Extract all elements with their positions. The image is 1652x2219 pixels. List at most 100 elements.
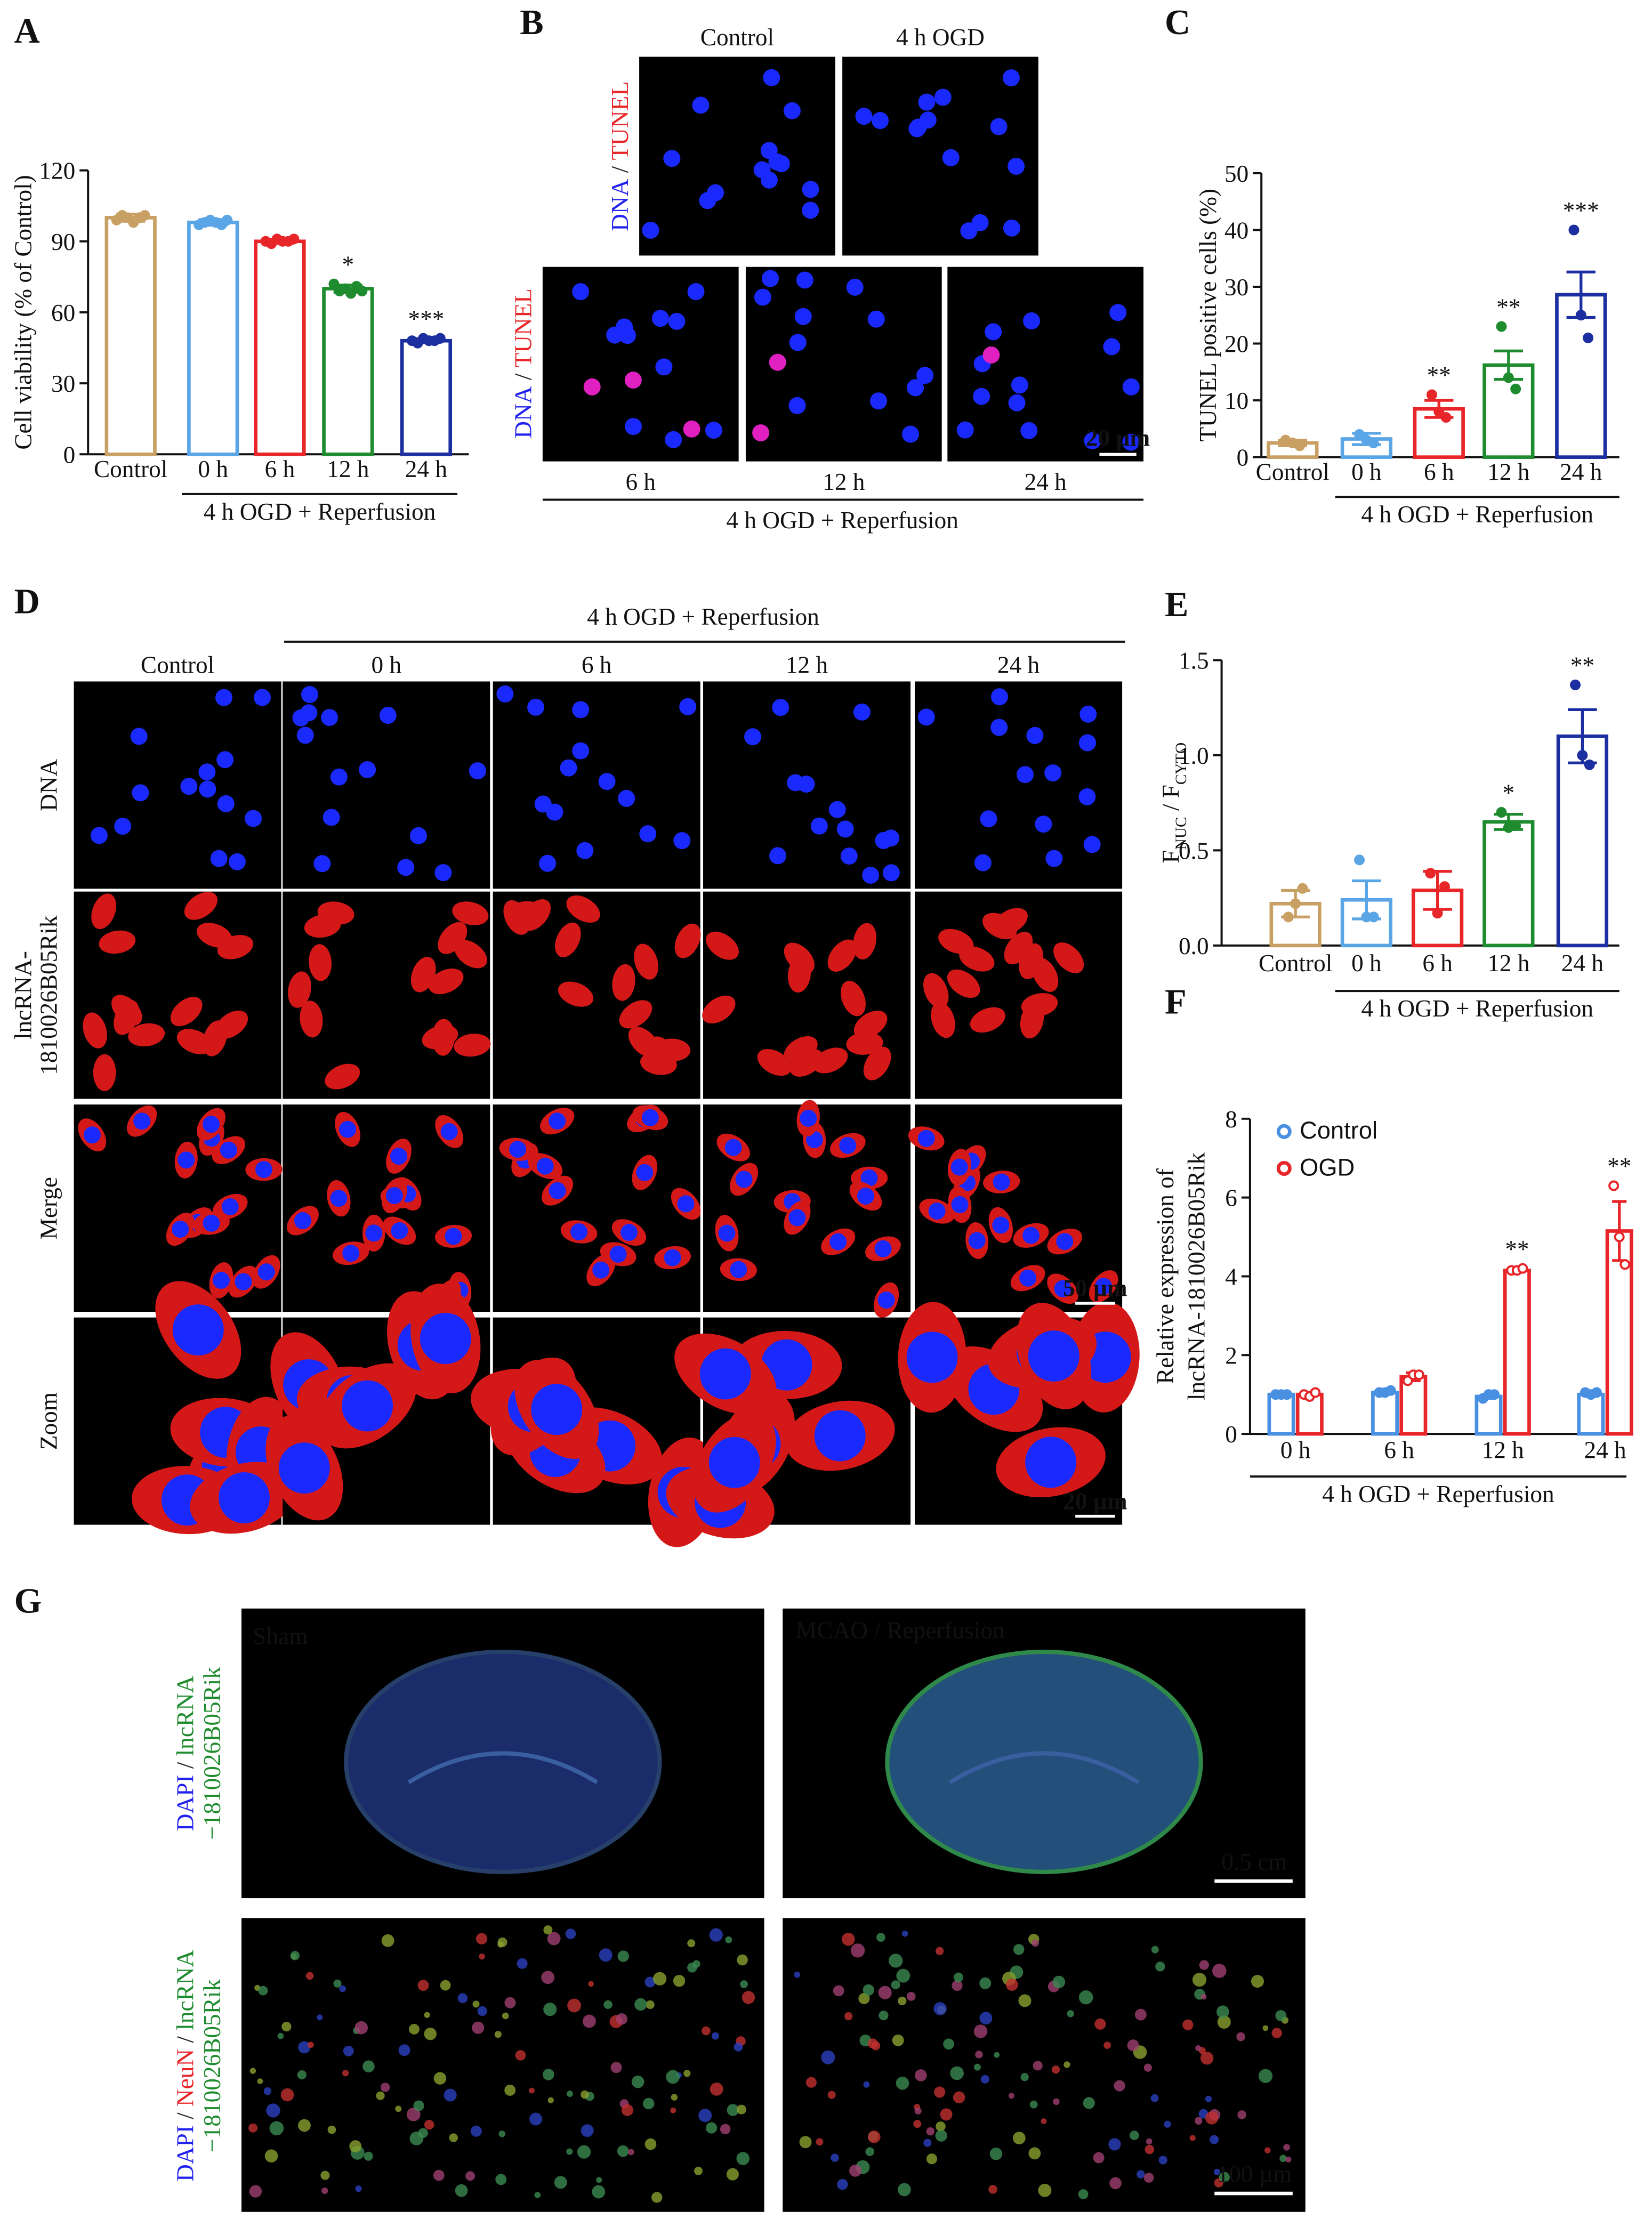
cell — [263, 2087, 272, 2095]
nucleus — [860, 1169, 878, 1187]
nucleus — [761, 270, 779, 287]
nucleus — [397, 859, 415, 876]
cell — [343, 2045, 354, 2056]
nucleus — [1078, 788, 1096, 805]
nucleus — [665, 431, 682, 448]
y-tick-label: 40 — [1224, 217, 1248, 244]
cytoplasm — [454, 1034, 491, 1057]
cell — [1053, 2098, 1060, 2105]
row-label: DNA / TUNEL — [510, 288, 537, 439]
data-point — [1570, 679, 1581, 690]
nucleus — [527, 698, 545, 716]
cytoplasm — [612, 964, 635, 1001]
y-tick-label: 20 — [1224, 331, 1248, 358]
cell — [342, 2070, 349, 2077]
nucleus — [906, 1332, 958, 1383]
cytoplasm — [317, 901, 354, 925]
data-point — [1310, 1387, 1321, 1398]
data-point — [1496, 321, 1507, 332]
nucleus — [385, 1187, 403, 1205]
panel-label: B — [520, 3, 543, 42]
nucleus — [1003, 219, 1020, 237]
x-tick-label: 12 h — [1487, 950, 1530, 977]
cell — [953, 1972, 964, 1982]
cell — [380, 2083, 390, 2092]
cell — [547, 1932, 561, 1946]
cell — [1114, 2080, 1125, 2092]
nucleus — [1122, 433, 1140, 451]
scale-bar-label: 20 µm — [1086, 424, 1150, 451]
cell — [914, 2107, 922, 2115]
nucleus — [663, 150, 681, 167]
cell — [891, 1980, 900, 1990]
cell — [952, 1980, 963, 1991]
cell — [936, 2121, 946, 2132]
cytoplasm — [91, 893, 116, 929]
cytoplasm — [702, 995, 736, 1024]
cytoplasm — [1032, 957, 1059, 993]
y-tick-label: 0 — [1225, 1421, 1237, 1448]
data-point — [1496, 807, 1507, 818]
nucleus — [870, 392, 888, 410]
bar — [187, 220, 239, 456]
cytoplasm — [757, 1048, 792, 1076]
cell — [1195, 2045, 1202, 2051]
cell — [479, 1953, 485, 1960]
cell — [742, 1991, 755, 2004]
nucleus — [982, 346, 1000, 364]
nucleus — [330, 768, 348, 786]
nucleus — [875, 832, 892, 849]
cell — [736, 2152, 750, 2165]
scale-bar-label: 100 µm — [1217, 2161, 1292, 2188]
cell — [1083, 2097, 1095, 2109]
cell — [617, 2145, 629, 2157]
column-label: MCAO / Reperfusion — [795, 1617, 1004, 1644]
cell — [588, 1981, 594, 1987]
y-axis-label-part: F — [1158, 850, 1184, 863]
cell — [646, 2000, 655, 2009]
row-label: Zoom — [36, 1392, 62, 1450]
nucleus — [788, 1209, 806, 1226]
nucleus — [210, 850, 228, 867]
nucleus — [908, 120, 926, 138]
row-label-part: / — [172, 2030, 198, 2049]
cell — [1200, 2052, 1214, 2065]
cell — [554, 2176, 567, 2189]
data-point — [1354, 854, 1365, 866]
x-tick-label: 0 h — [1351, 950, 1382, 977]
data-point — [1433, 406, 1445, 417]
micrograph-content — [898, 1302, 1140, 1498]
nucleus — [1025, 1437, 1077, 1488]
cell — [1158, 2156, 1167, 2165]
cell — [896, 1968, 910, 1983]
cytoplasm — [217, 935, 254, 959]
x-tick-label: 24 h — [1561, 950, 1604, 977]
data-point — [1413, 1369, 1424, 1381]
nucleus — [1095, 1278, 1113, 1295]
column-label: Control — [141, 651, 214, 678]
group-label: 4 h OGD + Reperfusion — [1361, 501, 1593, 528]
nucleus — [673, 832, 691, 850]
nucleus — [1056, 1233, 1074, 1250]
nucleus — [572, 283, 590, 301]
cytoplasm — [863, 1046, 891, 1080]
data-point — [139, 209, 150, 221]
row-label: 1810026B05Rik — [36, 915, 62, 1075]
nucleus — [301, 686, 318, 704]
nucleus — [796, 271, 813, 289]
cell — [1216, 2005, 1229, 2019]
row-label-part: lncRNA — [172, 1950, 198, 2030]
nucleus — [409, 827, 427, 844]
y-tick-label: 30 — [51, 370, 75, 397]
data-point — [1614, 1231, 1625, 1242]
row-label-part: −1810026B05Rik — [199, 1979, 225, 2152]
nucleus — [133, 1112, 151, 1130]
y-tick-label: 50 — [1224, 160, 1248, 187]
cell — [409, 2131, 424, 2145]
scale-bar-label: 20 µm — [1063, 1488, 1127, 1514]
column-label: 6 h — [582, 651, 612, 678]
cell — [1210, 2135, 1219, 2144]
nucleus — [625, 418, 642, 435]
nucleus — [724, 1139, 742, 1156]
cell — [1051, 2065, 1060, 2074]
